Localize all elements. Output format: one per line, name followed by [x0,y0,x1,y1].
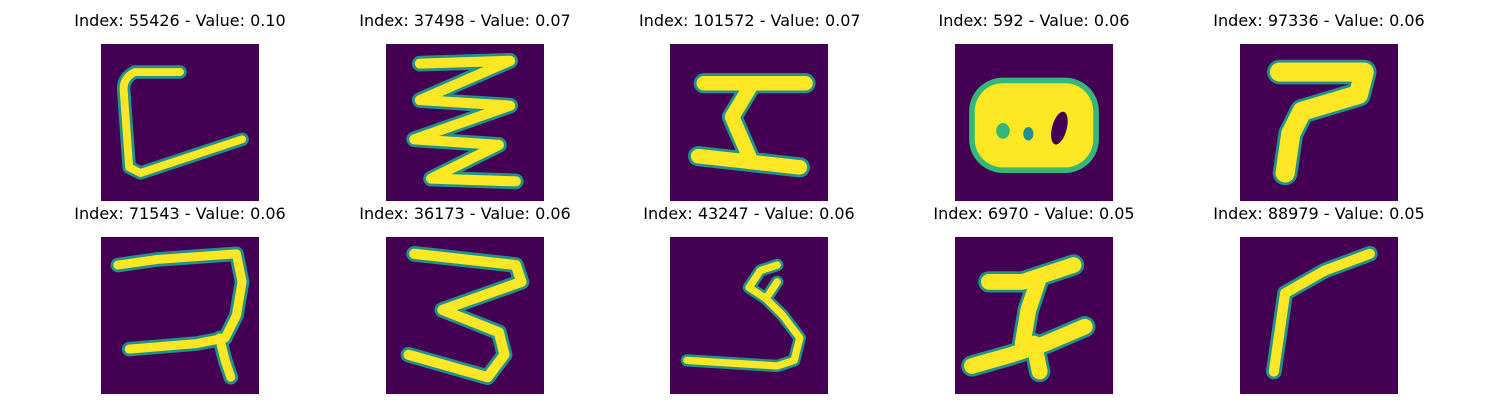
glyph-image [101,237,259,394]
tile-title: Index: 6970 - Value: 0.05 [933,204,1135,223]
glyph-image [386,44,544,201]
tile-3: Index: 101572 - Value: 0.07 [639,10,861,201]
tile-2: Index: 37498 - Value: 0.07 [355,10,575,201]
tile-title: Index: 97336 - Value: 0.06 [1213,11,1425,30]
tile-1: Index: 55426 - Value: 0.10 [70,10,290,201]
tile-title: Index: 101572 - Value: 0.07 [639,11,861,30]
glyph-image [101,44,259,201]
tile-5: Index: 97336 - Value: 0.06 [1209,10,1429,201]
tile-title: Index: 37498 - Value: 0.07 [359,11,571,30]
tile-4: Index: 592 - Value: 0.06 [924,10,1144,201]
glyph-image [955,237,1113,394]
tile-9: Index: 6970 - Value: 0.05 [924,203,1144,394]
tile-8: Index: 43247 - Value: 0.06 [639,203,859,394]
tile-title: Index: 71543 - Value: 0.06 [74,204,286,223]
glyph-image [1240,44,1398,201]
tile-title: Index: 36173 - Value: 0.06 [359,204,571,223]
glyph-image [386,237,544,394]
tile-6: Index: 71543 - Value: 0.06 [70,203,290,394]
glyph-image [670,44,828,201]
glyph-image [955,44,1113,201]
glyph-image [1240,237,1398,394]
tile-title: Index: 43247 - Value: 0.06 [643,204,855,223]
tile-10: Index: 88979 - Value: 0.05 [1209,203,1429,394]
tile-title: Index: 55426 - Value: 0.10 [74,11,286,30]
tile-title: Index: 88979 - Value: 0.05 [1213,204,1425,223]
glyph-image [670,237,828,394]
tile-title: Index: 592 - Value: 0.06 [938,11,1130,30]
tile-7: Index: 36173 - Value: 0.06 [355,203,575,394]
